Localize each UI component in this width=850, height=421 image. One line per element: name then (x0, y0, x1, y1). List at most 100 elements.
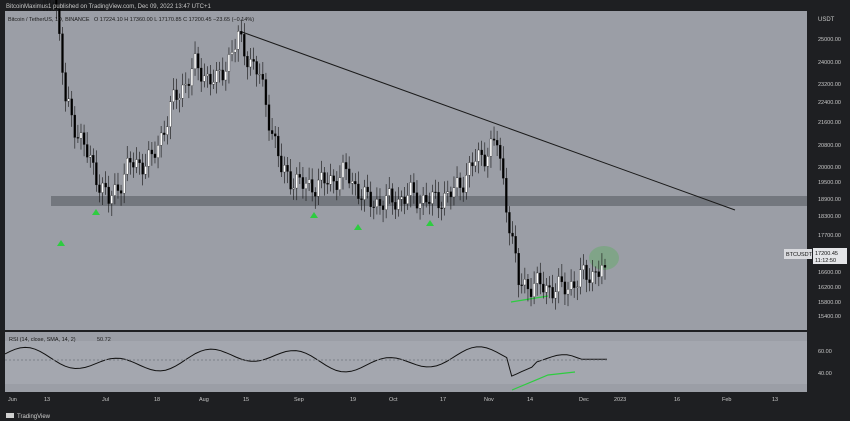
volume-divergence-line (510, 295, 549, 303)
last-price-tag (813, 248, 847, 264)
last-price-symbol: BTCUSDT (786, 252, 813, 258)
candle-body (421, 195, 425, 204)
candle-body (378, 199, 382, 206)
candle-body (283, 165, 286, 173)
candle-body (55, 0, 58, 10)
candle-body (196, 53, 200, 69)
candle-body (258, 73, 261, 76)
candle-body (277, 135, 280, 157)
candle-body (406, 195, 409, 204)
candle-body (159, 132, 163, 146)
candle-body (603, 265, 607, 268)
time-tick-label: 2023 (614, 397, 626, 403)
candle-body (280, 155, 283, 173)
candle-body (400, 196, 403, 200)
candle-body (193, 53, 197, 70)
candle-body (178, 98, 181, 100)
candle-body (224, 71, 228, 81)
candle-body (215, 70, 218, 83)
candle-body (366, 186, 369, 193)
rsi-title: RSI (14, close, SMA, 14, 2) (9, 337, 76, 343)
time-tick-label: 13 (44, 397, 50, 403)
rsi-axis: 60.00 40.00 (818, 349, 832, 377)
candle-body (381, 205, 385, 210)
candle-body (221, 69, 224, 81)
candle-body (344, 162, 348, 170)
price-tick-label: 20000.00 (818, 165, 841, 171)
candle-body (203, 75, 206, 82)
candle-body (138, 159, 141, 164)
candle-body (307, 179, 311, 184)
rsi-band (5, 341, 807, 384)
candle-body (175, 89, 178, 100)
candle-body (329, 175, 332, 185)
price-tick-label: 15400.00 (818, 314, 841, 320)
candle-body (237, 31, 240, 50)
candle-body (471, 162, 474, 167)
symbol-title: Bitcoin / TetherUS, 1D, BINANCE (8, 17, 90, 23)
last-price-symbol-tag (784, 249, 812, 259)
price-tick-label: 25000.00 (818, 37, 841, 43)
candle-body (206, 73, 209, 77)
candle-body (462, 187, 465, 193)
price-tick-label: 16600.00 (818, 270, 841, 276)
candle-body (187, 83, 191, 86)
candle-body (384, 195, 388, 210)
time-tick-label: 19 (350, 397, 356, 403)
candle-body (314, 192, 317, 197)
candle-body (455, 177, 459, 188)
candle-body (320, 172, 323, 181)
candle-body (480, 149, 483, 156)
candle-body (110, 195, 113, 204)
candle-body (557, 276, 560, 292)
price-tick-label: 22400.00 (818, 100, 841, 106)
support-marker (426, 220, 434, 226)
candle-body (218, 69, 221, 71)
time-tick-label: 18 (154, 397, 160, 403)
candle-body (517, 253, 520, 286)
candle-body (576, 286, 579, 288)
candle-body (483, 154, 486, 167)
candle-body (536, 272, 539, 284)
candle-body (335, 181, 338, 190)
countdown-value: 11:12:50 (815, 258, 836, 264)
candle-body (375, 199, 379, 208)
candle-body (135, 159, 138, 168)
candle-body (449, 191, 453, 198)
candle-body (465, 175, 468, 193)
candle-body (409, 182, 412, 196)
candle-body (292, 187, 295, 190)
candle-body (76, 137, 80, 139)
candle-body (591, 271, 594, 283)
time-tick-label: Feb (722, 397, 731, 403)
candle-body (301, 177, 305, 189)
time-tick-label: 17 (440, 397, 446, 403)
time-axis: Jun 13 Jul 18 Aug 15 Sep 19 Oct 17 Nov 14 Dec 2023 16 F… (8, 397, 778, 403)
price-tick-label: 18300.00 (818, 214, 841, 220)
candle-body (520, 284, 523, 286)
price-axis: 25000.00 24000.00 23200.00 22400.00 21600.00… (818, 37, 841, 320)
time-tick-label: 13 (772, 397, 778, 403)
candle-body (169, 101, 172, 127)
candle-body (351, 181, 354, 184)
price-tick-label: 16200.00 (818, 285, 841, 291)
candle-body (104, 182, 107, 188)
candle-body (317, 179, 320, 197)
candle-body (249, 59, 252, 68)
candle-body (434, 191, 437, 193)
candle-body (360, 198, 363, 200)
candle-body (394, 202, 397, 210)
candle-body (289, 171, 292, 190)
candle-body (227, 54, 231, 72)
candle-body (119, 190, 123, 194)
candle-body (264, 79, 268, 105)
candle-body (184, 83, 187, 86)
rsi-tick-label: 40.00 (818, 371, 832, 377)
candle-body (116, 184, 120, 191)
candle-body (86, 144, 89, 158)
candle-body (132, 162, 135, 168)
candle-body (523, 279, 527, 286)
candle-body (357, 183, 360, 199)
candle-body (505, 178, 508, 213)
